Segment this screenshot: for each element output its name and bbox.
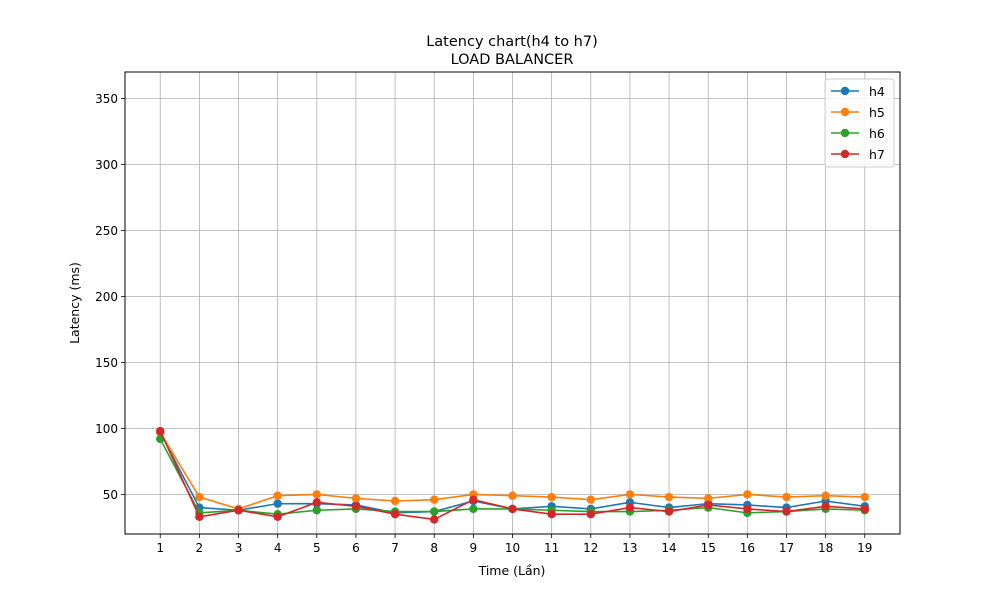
legend-marker-h4: [840, 86, 850, 96]
legend-label-h6: h6: [869, 126, 885, 141]
point-h5: [664, 492, 674, 502]
x-axis-label: Time (Lần): [478, 563, 546, 578]
x-tick-label: 7: [391, 541, 399, 555]
point-h5: [821, 491, 830, 500]
legend-box: [824, 78, 895, 168]
series-h7: [156, 426, 869, 524]
x-tick-label: 19: [857, 541, 872, 555]
y-tick-label: 200: [95, 290, 118, 304]
point-h5: [782, 492, 791, 502]
point-h7: [625, 503, 635, 512]
point-h7: [586, 510, 595, 519]
point-h7: [430, 515, 439, 524]
legend-label-h5: h5: [869, 105, 885, 120]
legend-marker-h5: [840, 107, 850, 117]
point-h5: [351, 494, 361, 503]
point-h5: [625, 490, 635, 499]
x-tick-label: 1: [156, 541, 164, 555]
point-h7: [704, 500, 713, 510]
x-tick-label: 3: [235, 541, 243, 555]
x-tick-label: 2: [196, 541, 204, 555]
point-h7: [821, 502, 830, 511]
point-h5: [273, 491, 282, 500]
x-tick-label: 14: [661, 541, 676, 555]
point-h7: [547, 510, 556, 519]
point-h5: [508, 491, 517, 500]
point-h7: [743, 504, 752, 514]
point-h5: [312, 490, 321, 499]
x-tick-label: 15: [701, 541, 716, 555]
x-tick-label: 16: [740, 541, 755, 555]
point-h7: [508, 504, 517, 514]
point-h7: [782, 507, 791, 516]
grid: [125, 72, 900, 534]
y-tick-label: 350: [95, 92, 118, 106]
y-tick-label: 150: [95, 356, 118, 370]
point-h5: [586, 495, 595, 504]
y-tick-label: 100: [95, 422, 118, 436]
point-h5: [430, 495, 439, 504]
x-tick-label: 4: [274, 541, 282, 555]
series-layer: [156, 426, 869, 524]
legend-marker-h6: [840, 128, 850, 138]
legend-label-h7: h7: [869, 147, 885, 162]
point-h7: [860, 504, 869, 514]
point-h6: [469, 504, 478, 514]
y-tick-label: 50: [103, 488, 118, 502]
point-h7: [312, 498, 321, 507]
x-tick-label: 13: [622, 541, 637, 555]
chart-title: Latency chart(h4 to h7): [426, 34, 598, 50]
x-tick-label: 9: [470, 541, 478, 555]
point-h6: [312, 506, 321, 515]
y-tick-label: 300: [95, 158, 118, 172]
x-tick-label: 18: [818, 541, 833, 555]
point-h7: [234, 506, 243, 515]
point-h7: [351, 502, 361, 511]
point-h7: [469, 495, 478, 504]
point-h7: [664, 507, 674, 516]
point-h5: [547, 492, 556, 502]
legend-marker-h7: [840, 149, 850, 159]
x-tick-label: 10: [505, 541, 520, 555]
x-tick-label: 11: [544, 541, 559, 555]
point-h5: [704, 494, 713, 503]
y-axis-ticks: 50 100 150 200 250 300 350: [95, 92, 125, 502]
x-axis-ticks: 1 2 3 4 5 6 7 8 9 10 11 12 13 14 15 16 17 18 19: [156, 534, 872, 555]
y-axis-label: Latency (ms): [67, 262, 82, 344]
x-tick-label: 6: [352, 541, 360, 555]
x-tick-label: 8: [430, 541, 438, 555]
x-tick-label: 5: [313, 541, 321, 555]
x-tick-label: 17: [779, 541, 794, 555]
point-h6: [430, 507, 439, 516]
legend-label-h4: h4: [869, 84, 885, 99]
y-tick-label: 250: [95, 224, 118, 238]
point-h7: [390, 510, 400, 519]
point-h7: [273, 512, 282, 522]
point-h5: [743, 490, 752, 499]
point-h5: [860, 492, 869, 502]
legend: h4 h5 h6 h7: [824, 78, 895, 168]
x-tick-label: 12: [583, 541, 598, 555]
point-h5: [390, 496, 400, 506]
point-h4: [273, 499, 282, 508]
point-h7: [156, 426, 165, 436]
chart-subtitle: LOAD BALANCER: [451, 52, 574, 68]
point-h5: [195, 492, 204, 502]
point-h7: [195, 512, 204, 522]
